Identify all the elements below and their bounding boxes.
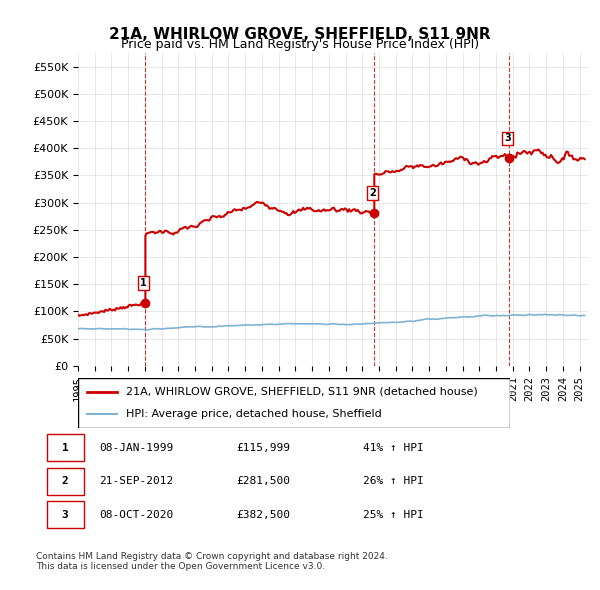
Text: £281,500: £281,500 (236, 476, 290, 486)
Text: £382,500: £382,500 (236, 510, 290, 520)
FancyBboxPatch shape (78, 378, 510, 428)
Text: HPI: Average price, detached house, Sheffield: HPI: Average price, detached house, Shef… (125, 409, 381, 419)
Text: 1: 1 (62, 442, 68, 453)
Text: Contains HM Land Registry data © Crown copyright and database right 2024.
This d: Contains HM Land Registry data © Crown c… (36, 552, 388, 571)
Text: £115,999: £115,999 (236, 442, 290, 453)
Text: 3: 3 (504, 133, 511, 143)
Text: 21A, WHIRLOW GROVE, SHEFFIELD, S11 9NR (detached house): 21A, WHIRLOW GROVE, SHEFFIELD, S11 9NR (… (125, 386, 477, 396)
FancyBboxPatch shape (47, 468, 83, 494)
Text: 2: 2 (62, 476, 68, 486)
Text: 1: 1 (140, 278, 147, 289)
Text: Price paid vs. HM Land Registry's House Price Index (HPI): Price paid vs. HM Land Registry's House … (121, 38, 479, 51)
Text: 3: 3 (62, 510, 68, 520)
Text: 26% ↑ HPI: 26% ↑ HPI (364, 476, 424, 486)
Text: 41% ↑ HPI: 41% ↑ HPI (364, 442, 424, 453)
FancyBboxPatch shape (47, 502, 83, 528)
Text: 2: 2 (369, 188, 376, 198)
Text: 25% ↑ HPI: 25% ↑ HPI (364, 510, 424, 520)
Text: 08-JAN-1999: 08-JAN-1999 (100, 442, 173, 453)
Text: 21A, WHIRLOW GROVE, SHEFFIELD, S11 9NR: 21A, WHIRLOW GROVE, SHEFFIELD, S11 9NR (109, 27, 491, 41)
Text: 21-SEP-2012: 21-SEP-2012 (100, 476, 173, 486)
Text: 08-OCT-2020: 08-OCT-2020 (100, 510, 173, 520)
FancyBboxPatch shape (47, 434, 83, 461)
